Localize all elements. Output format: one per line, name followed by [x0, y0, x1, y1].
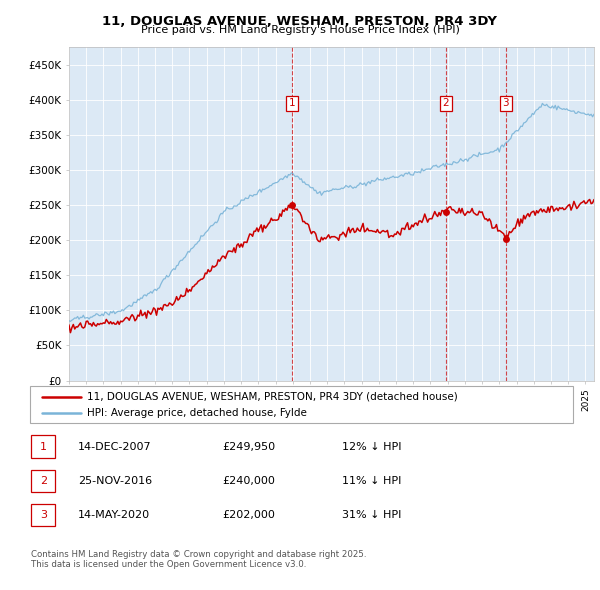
Text: 12% ↓ HPI: 12% ↓ HPI	[342, 442, 401, 451]
Text: £240,000: £240,000	[222, 476, 275, 486]
Text: 14-DEC-2007: 14-DEC-2007	[78, 442, 152, 451]
Text: 31% ↓ HPI: 31% ↓ HPI	[342, 510, 401, 520]
Text: 3: 3	[502, 99, 509, 109]
Text: 25-NOV-2016: 25-NOV-2016	[78, 476, 152, 486]
Text: 11, DOUGLAS AVENUE, WESHAM, PRESTON, PR4 3DY: 11, DOUGLAS AVENUE, WESHAM, PRESTON, PR4…	[103, 15, 497, 28]
Text: 1: 1	[289, 99, 295, 109]
Text: Contains HM Land Registry data © Crown copyright and database right 2025.
This d: Contains HM Land Registry data © Crown c…	[31, 550, 367, 569]
Text: 2: 2	[443, 99, 449, 109]
Text: 11% ↓ HPI: 11% ↓ HPI	[342, 476, 401, 486]
Text: 14-MAY-2020: 14-MAY-2020	[78, 510, 150, 520]
Text: 1: 1	[40, 442, 47, 451]
Text: £202,000: £202,000	[222, 510, 275, 520]
Text: 2: 2	[40, 476, 47, 486]
Text: £249,950: £249,950	[222, 442, 275, 451]
Text: 11, DOUGLAS AVENUE, WESHAM, PRESTON, PR4 3DY (detached house): 11, DOUGLAS AVENUE, WESHAM, PRESTON, PR4…	[87, 392, 458, 402]
Text: 3: 3	[40, 510, 47, 520]
Text: Price paid vs. HM Land Registry's House Price Index (HPI): Price paid vs. HM Land Registry's House …	[140, 25, 460, 35]
Text: HPI: Average price, detached house, Fylde: HPI: Average price, detached house, Fyld…	[87, 408, 307, 418]
